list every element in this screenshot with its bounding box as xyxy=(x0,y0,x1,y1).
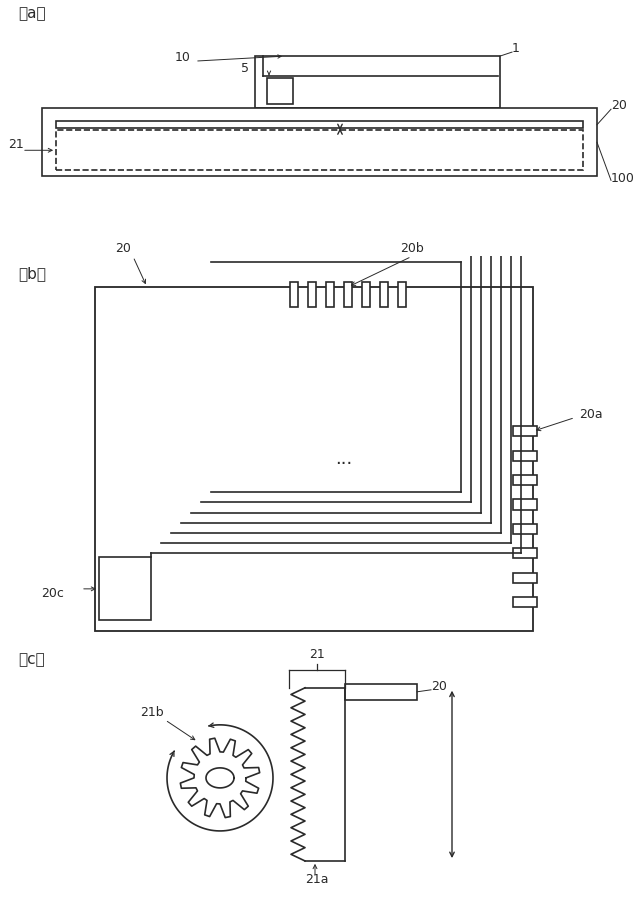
Text: 20: 20 xyxy=(431,680,447,692)
Text: 100: 100 xyxy=(611,172,635,185)
Text: 21: 21 xyxy=(309,648,325,660)
Bar xyxy=(308,282,316,307)
Text: 20: 20 xyxy=(115,243,131,256)
Text: 1: 1 xyxy=(512,42,520,55)
Text: 20c: 20c xyxy=(41,587,64,600)
Bar xyxy=(95,287,533,630)
Bar xyxy=(267,78,293,104)
Bar xyxy=(290,282,298,307)
Bar xyxy=(513,499,537,509)
Bar xyxy=(513,572,537,583)
Bar xyxy=(513,451,537,461)
Bar xyxy=(513,475,537,485)
Text: （a）: （a） xyxy=(18,6,45,21)
Bar xyxy=(326,282,334,307)
Text: （c）: （c） xyxy=(18,652,45,667)
Bar xyxy=(513,597,537,607)
Bar xyxy=(56,130,583,170)
Bar xyxy=(56,121,583,128)
Bar xyxy=(513,548,537,559)
Text: 20: 20 xyxy=(611,99,627,112)
Bar xyxy=(99,557,151,620)
Bar xyxy=(513,426,537,436)
Bar xyxy=(362,282,370,307)
Text: 5: 5 xyxy=(241,62,249,75)
Text: （b）: （b） xyxy=(18,266,46,281)
Text: 10: 10 xyxy=(175,51,191,64)
Bar xyxy=(513,524,537,534)
Bar xyxy=(42,108,597,177)
Bar xyxy=(255,56,500,108)
Text: 21: 21 xyxy=(8,138,24,151)
Text: 21b: 21b xyxy=(140,706,164,719)
Bar xyxy=(345,684,417,700)
Bar xyxy=(380,282,388,307)
Bar xyxy=(344,282,352,307)
Text: 20a: 20a xyxy=(579,408,603,420)
Text: 20b: 20b xyxy=(400,243,424,256)
Text: ...: ... xyxy=(335,450,353,468)
Bar xyxy=(398,282,406,307)
Text: 21a: 21a xyxy=(305,873,329,886)
